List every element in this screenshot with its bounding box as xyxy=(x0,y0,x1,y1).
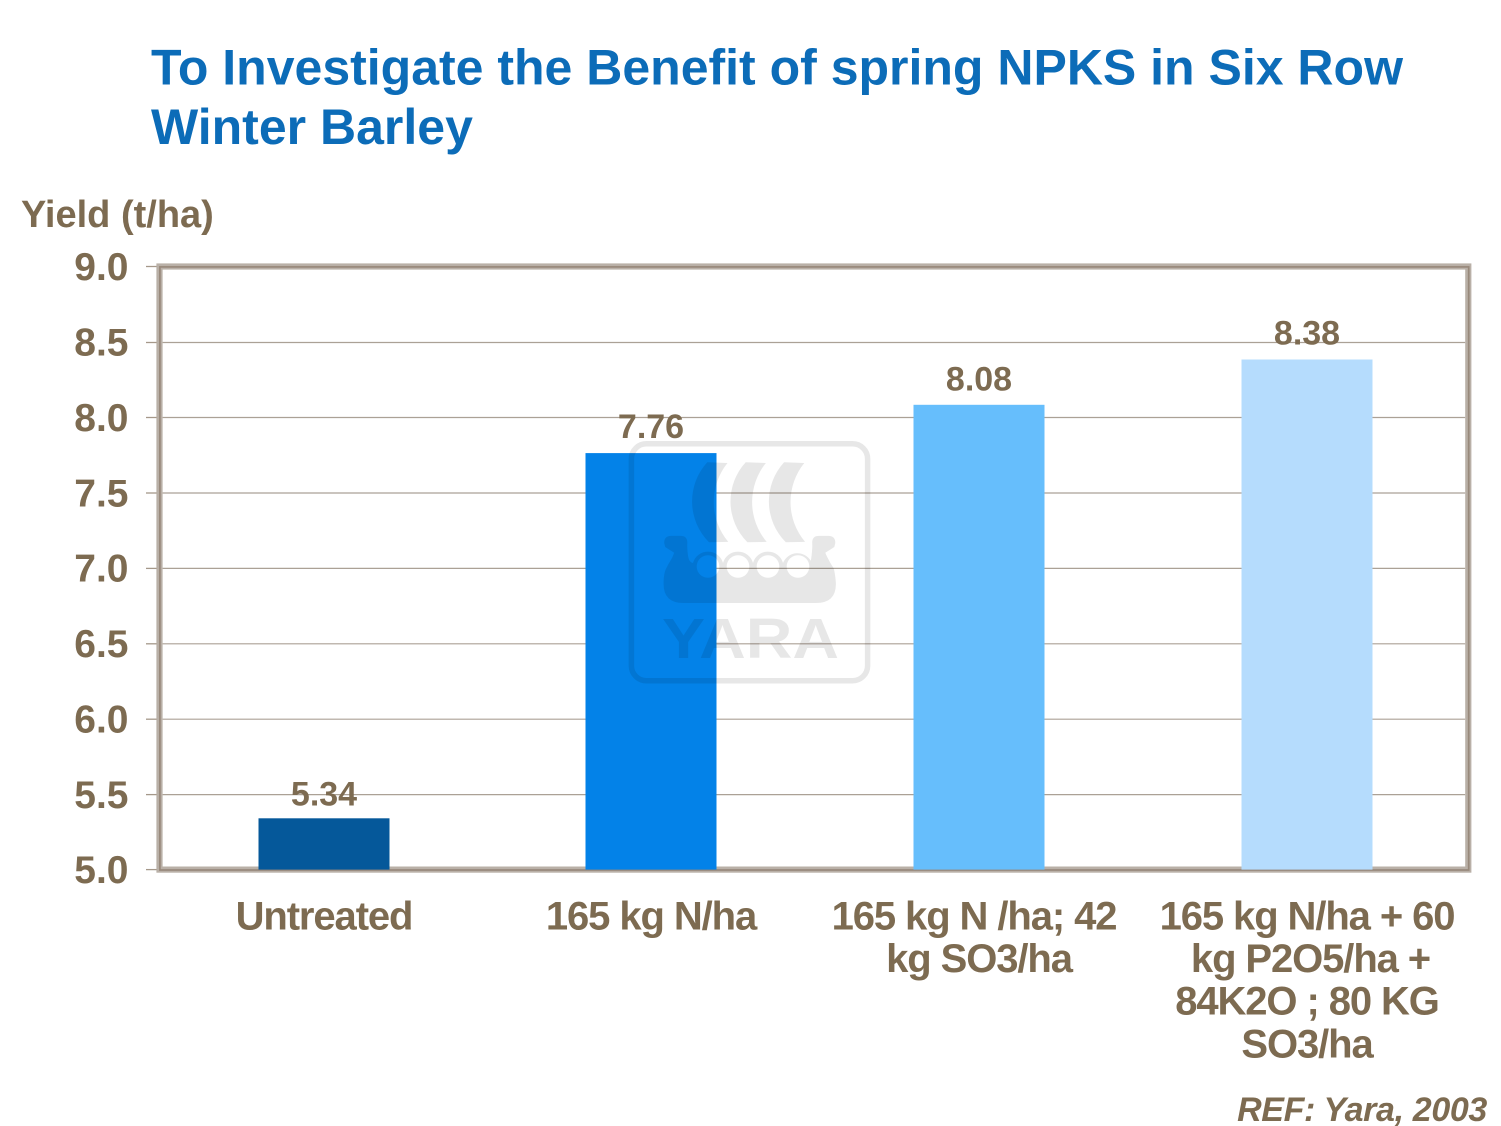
svg-text:165 kg N /ha; 42: 165 kg N /ha; 42 xyxy=(832,895,1117,939)
svg-text:165 kg N/ha: 165 kg N/ha xyxy=(546,895,758,939)
svg-text:SO3/ha: SO3/ha xyxy=(1241,1022,1374,1066)
svg-text:kg P2O5/ha +: kg P2O5/ha + xyxy=(1191,937,1430,981)
svg-text:7.5: 7.5 xyxy=(74,472,128,515)
svg-text:165 kg N/ha + 60: 165 kg N/ha + 60 xyxy=(1160,895,1455,939)
svg-text:YARA: YARA xyxy=(662,607,839,671)
svg-text:8.0: 8.0 xyxy=(74,397,128,440)
svg-text:7.76: 7.76 xyxy=(618,408,684,446)
svg-text:8.5: 8.5 xyxy=(74,322,128,365)
svg-text:84K2O ; 80 KG: 84K2O ; 80 KG xyxy=(1175,980,1439,1024)
svg-text:kg SO3/ha: kg SO3/ha xyxy=(886,937,1074,981)
svg-text:Yield (t/ha): Yield (t/ha) xyxy=(21,194,214,236)
svg-text:5.5: 5.5 xyxy=(74,774,128,817)
svg-text:9.0: 9.0 xyxy=(74,246,128,289)
svg-text:5.0: 5.0 xyxy=(74,849,128,892)
svg-text:6.0: 6.0 xyxy=(74,699,128,742)
svg-text:5.34: 5.34 xyxy=(291,775,357,813)
svg-text:REF: Yara, 2003: REF: Yara, 2003 xyxy=(1237,1091,1487,1126)
svg-text:Untreated: Untreated xyxy=(236,895,413,939)
svg-text:8.38: 8.38 xyxy=(1274,315,1340,353)
svg-text:Winter Barley: Winter Barley xyxy=(151,99,473,155)
svg-text:To Investigate the Benefit of: To Investigate the Benefit of spring NPK… xyxy=(151,40,1403,96)
svg-text:7.0: 7.0 xyxy=(74,548,128,591)
svg-text:6.5: 6.5 xyxy=(74,623,128,666)
svg-text:8.08: 8.08 xyxy=(946,361,1012,399)
